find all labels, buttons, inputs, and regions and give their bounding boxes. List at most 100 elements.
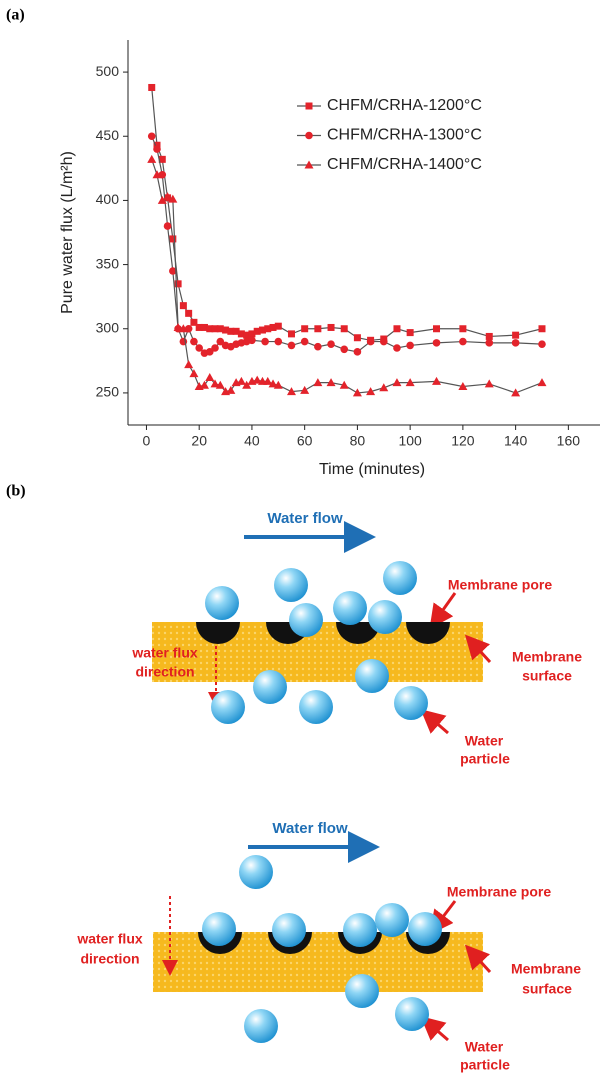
x-tick-label: 20: [191, 433, 207, 449]
series-line: [151, 159, 543, 394]
marker: [189, 369, 199, 378]
flow-label: Water flow: [272, 820, 348, 837]
marker: [458, 382, 468, 390]
marker: [174, 280, 182, 288]
x-tick-label: 60: [297, 433, 313, 449]
marker: [215, 380, 225, 389]
marker: [287, 341, 296, 350]
marker: [352, 388, 362, 397]
marker: [269, 323, 277, 331]
water-particle: [395, 997, 429, 1031]
marker: [511, 388, 521, 397]
water-particle: [383, 561, 417, 595]
marker: [268, 379, 278, 388]
marker: [300, 337, 309, 346]
water-particle: [202, 912, 236, 946]
x-axis-label: Time (minutes): [319, 461, 425, 478]
marker: [222, 326, 230, 334]
marker: [459, 337, 467, 346]
marker: [392, 378, 402, 387]
surface-label: surface: [522, 668, 572, 684]
marker: [512, 331, 520, 339]
marker: [379, 383, 389, 392]
pore: [336, 622, 380, 644]
panel-label: (a): [6, 7, 25, 24]
marker: [287, 330, 295, 338]
pointer-arrow: [420, 709, 449, 735]
marker: [258, 326, 266, 334]
marker: [393, 325, 401, 333]
pore: [196, 622, 240, 644]
marker: [147, 132, 156, 141]
marker: [248, 330, 256, 338]
legend-label: CHFM/CRHA-1300°C: [327, 127, 482, 144]
pointer-arrow: [420, 1016, 449, 1042]
water-particle: [211, 690, 245, 724]
marker: [169, 267, 177, 275]
water-particle: [368, 600, 402, 634]
marker: [252, 375, 262, 384]
pointer-arrow: [464, 944, 492, 974]
marker: [179, 302, 187, 310]
water-particle: [345, 974, 379, 1008]
marker: [243, 331, 251, 339]
marker: [236, 376, 246, 385]
flux-label: direction: [80, 951, 139, 967]
marker: [538, 325, 546, 333]
marker: [353, 348, 362, 356]
marker: [313, 378, 323, 387]
water-particle: [333, 591, 367, 625]
marker: [264, 325, 272, 333]
marker: [226, 385, 236, 394]
marker: [327, 323, 335, 331]
x-tick-label: 120: [451, 433, 475, 449]
water-particle: [205, 586, 239, 620]
legend-marker: [305, 102, 313, 110]
marker: [406, 341, 414, 350]
marker: [485, 332, 493, 340]
marker: [274, 322, 282, 330]
x-tick-label: 40: [244, 433, 260, 449]
marker: [273, 380, 283, 389]
marker: [433, 325, 441, 333]
pointer-arrow: [429, 592, 457, 629]
x-tick-label: 100: [398, 433, 422, 449]
x-tick-label: 80: [350, 433, 366, 449]
y-tick-label: 450: [96, 127, 120, 143]
marker: [263, 376, 273, 385]
marker: [153, 145, 161, 153]
marker: [511, 339, 520, 347]
x-tick-label: 0: [143, 433, 151, 449]
surface-label: Membrane: [512, 649, 582, 665]
marker: [157, 195, 167, 204]
marker: [326, 378, 336, 387]
y-tick-label: 300: [96, 319, 120, 335]
marker: [163, 222, 172, 230]
y-tick-label: 400: [96, 191, 120, 207]
marker: [185, 309, 193, 317]
marker: [168, 194, 178, 203]
marker: [248, 336, 256, 345]
water-particle: [244, 1009, 278, 1043]
flux-label: water flux: [131, 645, 198, 661]
marker: [538, 340, 546, 348]
marker: [253, 327, 261, 335]
particle-label: Water: [465, 733, 504, 749]
marker: [169, 235, 177, 243]
marker: [406, 329, 414, 337]
legend-marker: [305, 131, 313, 140]
water-particle: [239, 855, 273, 889]
water-particle: [299, 690, 333, 724]
legend-label: CHFM/CRHA-1200°C: [327, 97, 482, 114]
marker: [274, 337, 283, 346]
marker: [205, 373, 215, 382]
marker: [163, 192, 173, 201]
water-particle: [375, 903, 409, 937]
marker: [152, 170, 162, 179]
water-particle: [355, 659, 389, 693]
marker: [158, 155, 166, 163]
marker: [300, 385, 310, 394]
marker: [184, 360, 194, 369]
marker: [485, 339, 494, 347]
